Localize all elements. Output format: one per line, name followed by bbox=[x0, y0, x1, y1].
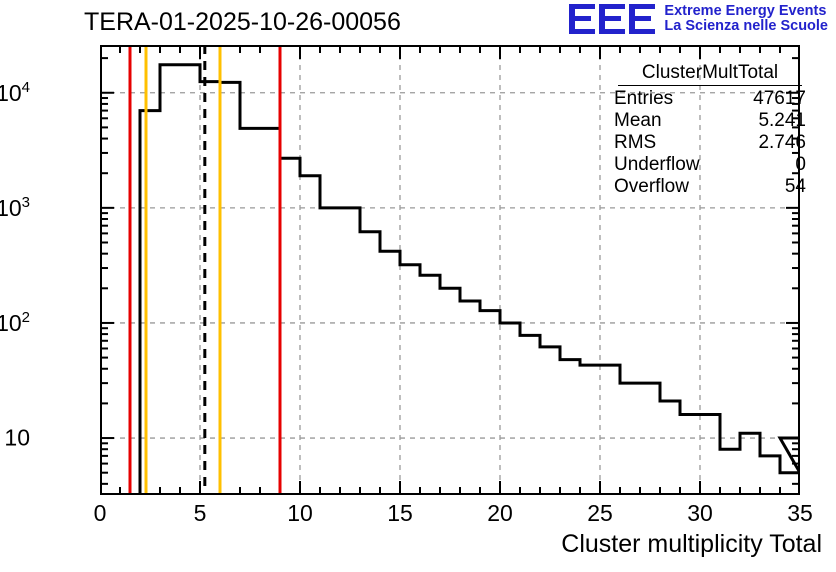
stats-row-value: 54 bbox=[784, 176, 806, 197]
y-axis-tick-label: 103 bbox=[0, 194, 30, 221]
plot-area bbox=[100, 45, 800, 495]
eee-logo: Extreme Energy Events La Scienza nelle S… bbox=[569, 2, 828, 36]
y-axis-tick-label: 10 bbox=[4, 424, 30, 451]
histogram-outline bbox=[138, 63, 800, 495]
x-axis-tick-label: 15 bbox=[387, 500, 413, 526]
x-axis-tick-label: 5 bbox=[193, 500, 207, 526]
stats-box: ClusterMultTotal Entries 47617 Mean 5.241 RM… bbox=[610, 62, 810, 198]
page-title: TERA-01-2025-10-26-00056 bbox=[84, 8, 401, 36]
eee-logo-text: Extreme Energy Events La Scienza nelle S… bbox=[664, 4, 828, 34]
stats-row: Underflow 0 bbox=[610, 154, 810, 176]
stats-row-value: 47617 bbox=[753, 88, 806, 109]
stats-row-key: Mean bbox=[614, 110, 662, 131]
eee-logo-mark bbox=[569, 4, 656, 34]
stats-row-key: Entries bbox=[614, 88, 674, 109]
stats-row-key: RMS bbox=[614, 132, 657, 153]
stats-row-value: 5.241 bbox=[758, 110, 806, 131]
eee-logo-line1: Extreme Energy Events bbox=[664, 3, 827, 20]
stats-row-value: 0 bbox=[795, 154, 806, 175]
x-axis-tick-label: 0 bbox=[93, 500, 107, 526]
y-axis-tick-label: 102 bbox=[0, 309, 30, 336]
x-axis-tick-label: 35 bbox=[787, 500, 813, 526]
stats-row-key: Underflow bbox=[614, 154, 700, 175]
stats-row: RMS 2.746 bbox=[610, 132, 810, 154]
stats-row-key: Overflow bbox=[614, 176, 689, 197]
x-axis-tick-label: 20 bbox=[487, 500, 513, 526]
x-axis-tick-label: 30 bbox=[687, 500, 713, 526]
stats-row: Entries 47617 bbox=[610, 88, 810, 110]
x-axis-tick-label: 10 bbox=[287, 500, 313, 526]
stats-row-value: 2.746 bbox=[758, 132, 806, 153]
x-axis-tick-label: 25 bbox=[587, 500, 613, 526]
y-axis-tick-label: 104 bbox=[0, 78, 30, 106]
x-axis-title: Cluster multiplicity Total bbox=[561, 530, 822, 558]
eee-logo-line2: La Scienza nelle Scuole bbox=[664, 18, 828, 34]
stats-row: Mean 5.241 bbox=[610, 110, 810, 132]
stats-row: Overflow 54 bbox=[610, 176, 810, 198]
plot-frame bbox=[100, 45, 800, 495]
grid-lines bbox=[100, 45, 800, 495]
stats-name: ClusterMultTotal bbox=[618, 62, 802, 86]
